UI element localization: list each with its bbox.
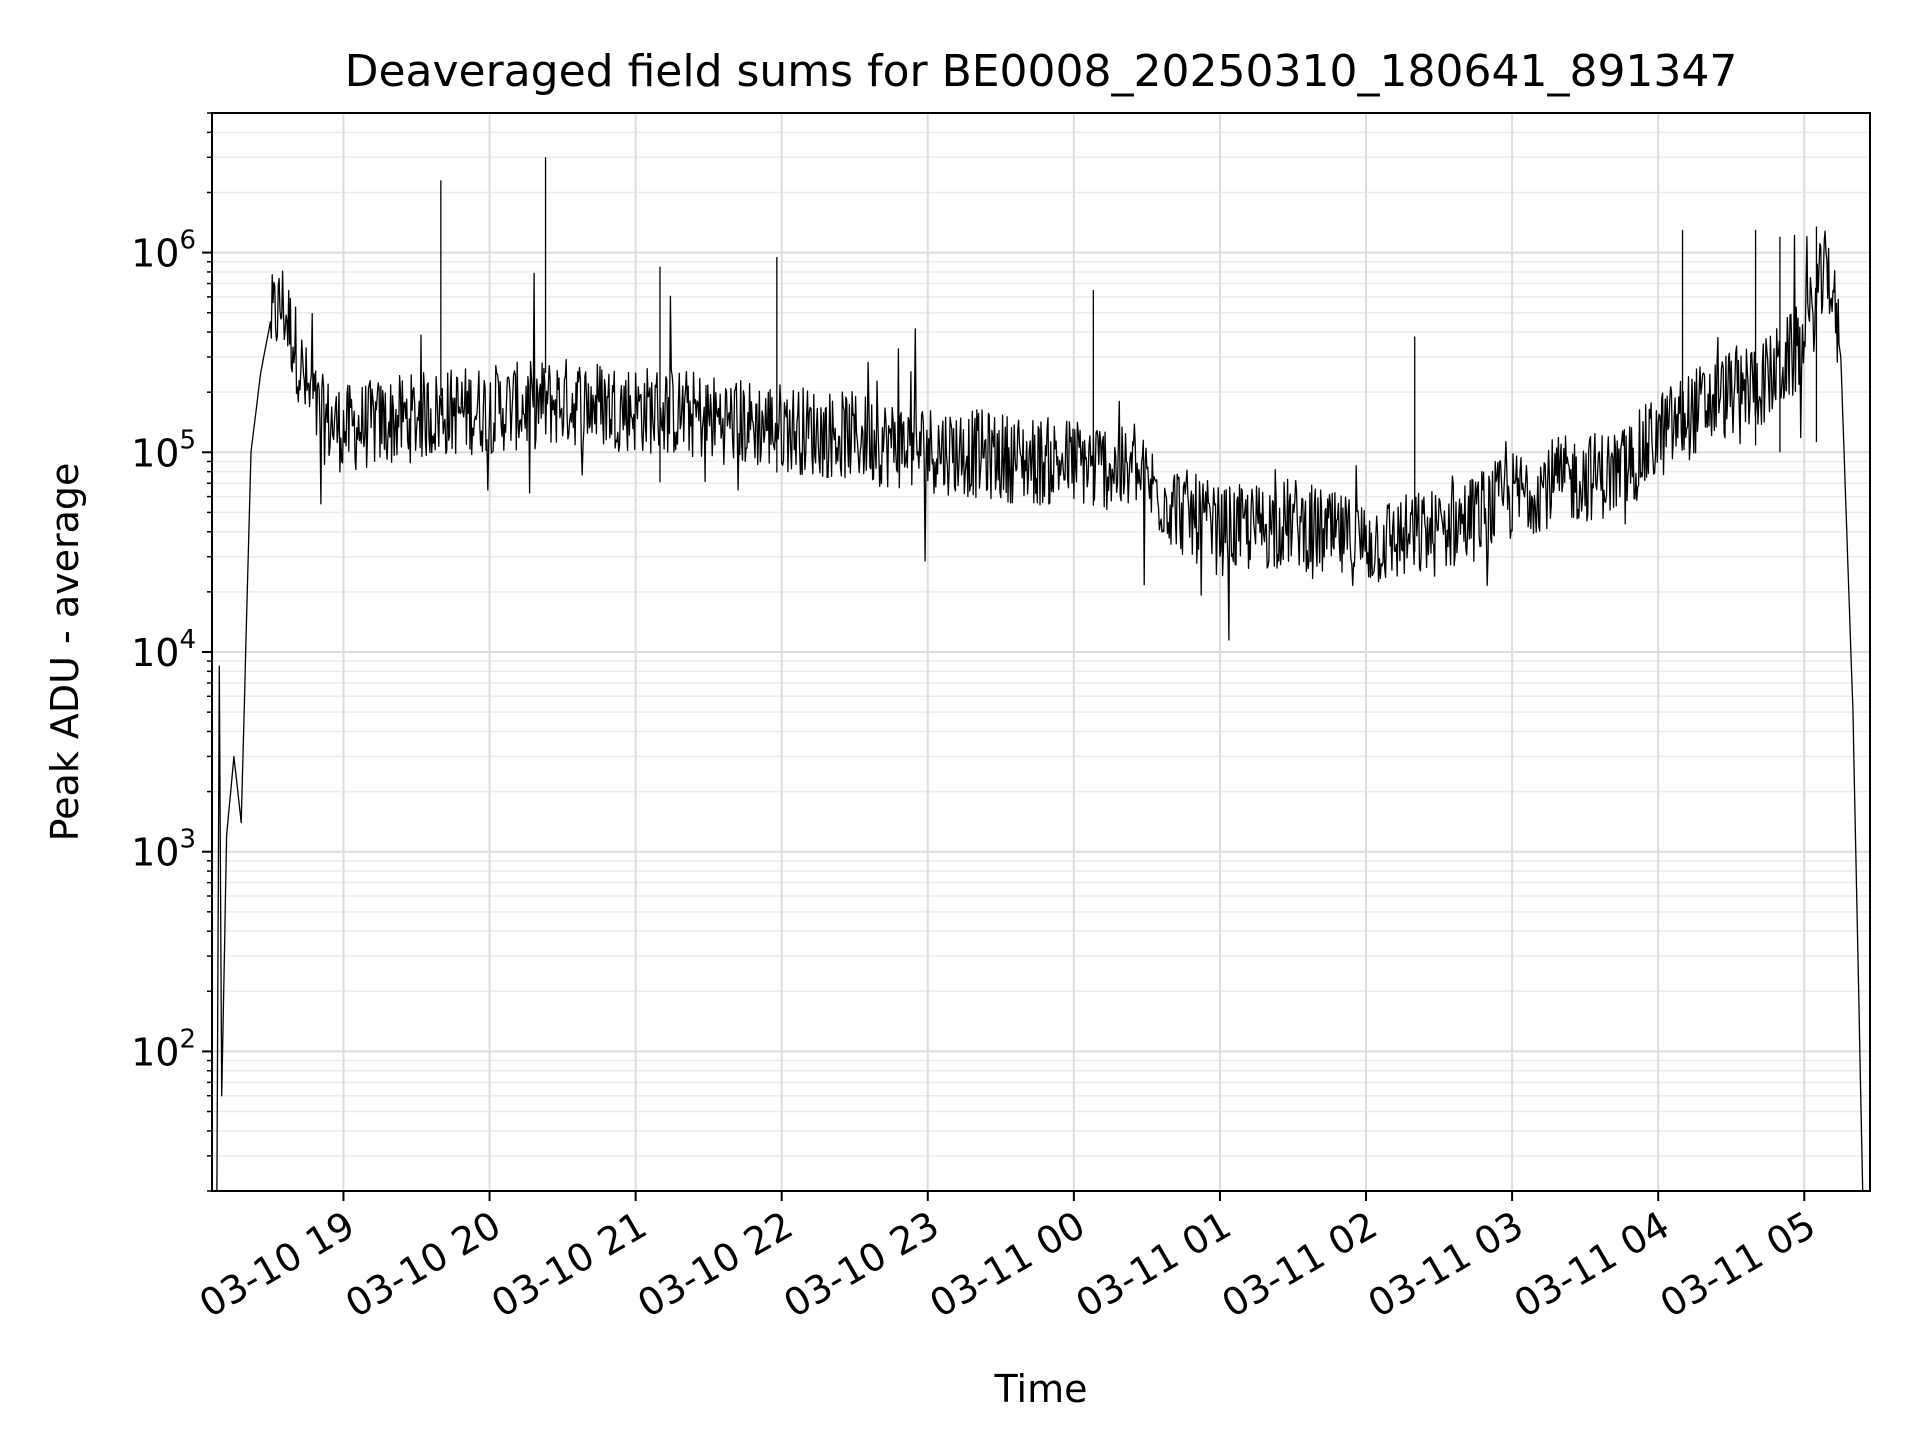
y-tick-label: 104 — [131, 625, 196, 675]
y-axis-label: Peak ADU - average — [43, 463, 87, 842]
chart-title: Deaveraged field sums for BE0008_2025031… — [345, 46, 1738, 97]
axis-ticks — [202, 112, 1806, 1201]
y-tick-label: 106 — [131, 226, 196, 276]
y-tick-label: 102 — [131, 1024, 196, 1074]
series-line — [216, 230, 1864, 1192]
x-axis-label: Time — [994, 1367, 1088, 1411]
y-tick-label: 103 — [131, 825, 196, 875]
data-series — [216, 157, 1864, 1192]
y-tick-label: 105 — [131, 425, 196, 475]
